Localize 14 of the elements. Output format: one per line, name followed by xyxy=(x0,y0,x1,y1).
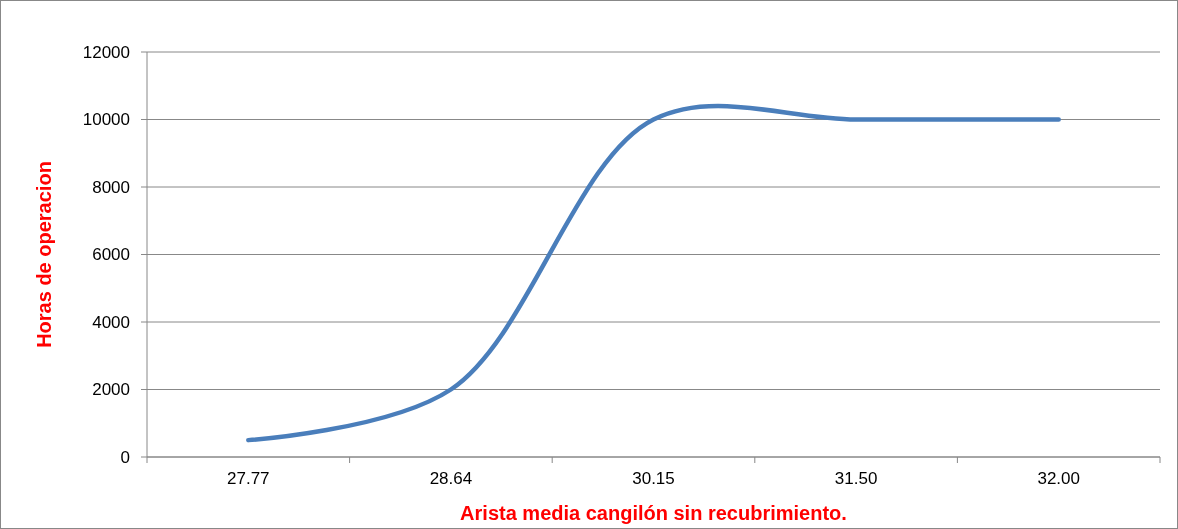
x-tick-label: 30.15 xyxy=(632,469,675,488)
y-axis-title: Horas de operacion xyxy=(33,161,55,348)
x-axis-title: Arista media cangilón sin recubrimiento. xyxy=(460,502,847,524)
y-tick-label: 6000 xyxy=(92,245,130,265)
y-tick-label: 10000 xyxy=(82,110,130,130)
y-tick-label: 0 xyxy=(120,447,130,467)
y-tick-label: 2000 xyxy=(92,380,130,400)
x-tick-label: 27.77 xyxy=(227,469,270,488)
x-tick-label: 31.50 xyxy=(834,469,878,488)
y-tick-label: 8000 xyxy=(92,177,130,197)
x-tick-label: 32.00 xyxy=(1037,469,1080,488)
x-tick-label: 28.64 xyxy=(429,469,473,488)
y-tick-label: 4000 xyxy=(92,312,130,332)
y-tick-label: 12000 xyxy=(82,42,130,62)
